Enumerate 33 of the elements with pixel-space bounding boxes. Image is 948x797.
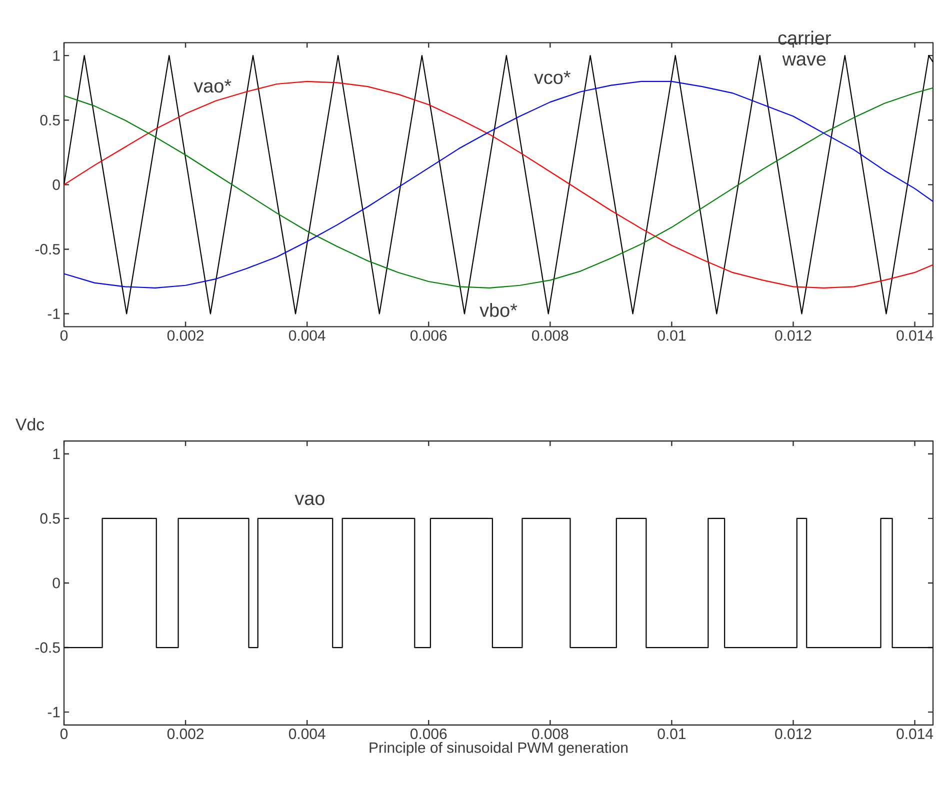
x-tick-label: 0.008 — [532, 330, 568, 341]
x-tick-label: 0.014 — [896, 728, 934, 740]
y-tick-label: -0.5 — [35, 244, 60, 255]
x-tick-label: 0.002 — [167, 330, 204, 341]
x-tick-label: 0.008 — [532, 728, 568, 740]
x-tick-label: 0.012 — [775, 728, 812, 740]
x-tick-label: 0.01 — [658, 728, 686, 740]
y-tick-label: 0.5 — [40, 513, 60, 524]
y-tick-label: -0.5 — [35, 642, 60, 653]
x-tick-label: 0 — [60, 330, 68, 341]
annotation: vbo* — [480, 303, 518, 317]
x-tick-label: 0 — [60, 728, 68, 740]
x-tick-label: 0.006 — [410, 728, 447, 740]
y-tick-label: 1 — [53, 50, 60, 61]
x-axis-title: Principle of sinusoidal PWM generation — [370, 742, 628, 756]
annotation: vao — [294, 494, 324, 506]
x-tick-label: 0.004 — [288, 330, 326, 341]
x-tick-label: 0.012 — [775, 330, 812, 341]
y-tick-label: 0 — [52, 578, 60, 588]
annotation: vao* — [194, 79, 232, 93]
x-tick-label: 0.006 — [410, 330, 447, 341]
x-tick-label: 0.002 — [167, 728, 204, 740]
y-tick-label: -1 — [48, 308, 60, 319]
y-tick-label: 1 — [53, 448, 60, 460]
y-tick-label: 0.5 — [40, 114, 60, 126]
annotation: vco* — [534, 70, 570, 84]
x-tick-label: 0.004 — [288, 728, 326, 740]
x-tick-label: 0.014 — [896, 330, 934, 341]
y-axis-title: Vdc — [15, 418, 44, 430]
y-tick-label: 0 — [52, 179, 60, 190]
annotation: carrier wave — [778, 30, 831, 66]
y-tick-label: -1 — [48, 706, 60, 718]
x-tick-label: 0.01 — [658, 330, 686, 341]
